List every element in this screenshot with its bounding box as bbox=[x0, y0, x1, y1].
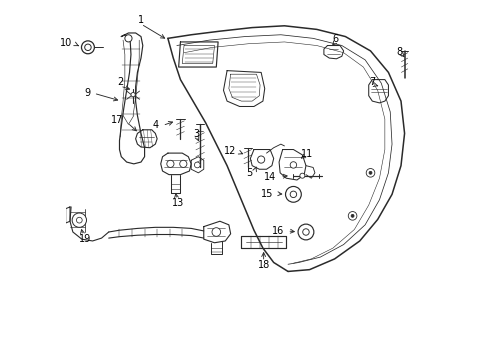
Text: 15: 15 bbox=[261, 189, 273, 199]
Text: 11: 11 bbox=[300, 149, 313, 159]
Circle shape bbox=[195, 162, 200, 168]
Text: 19: 19 bbox=[79, 234, 92, 244]
Text: 6: 6 bbox=[333, 35, 339, 44]
Circle shape bbox=[125, 35, 132, 42]
Circle shape bbox=[180, 160, 187, 167]
Text: 3: 3 bbox=[193, 129, 199, 139]
Circle shape bbox=[369, 171, 372, 174]
Circle shape bbox=[351, 215, 354, 217]
Circle shape bbox=[212, 228, 220, 236]
Circle shape bbox=[300, 173, 305, 178]
Circle shape bbox=[85, 44, 91, 50]
Circle shape bbox=[76, 217, 82, 223]
Text: 18: 18 bbox=[258, 260, 270, 270]
Circle shape bbox=[290, 162, 296, 168]
Text: 7: 7 bbox=[369, 77, 375, 87]
Text: 8: 8 bbox=[397, 46, 403, 57]
Text: 14: 14 bbox=[264, 172, 276, 182]
Circle shape bbox=[167, 160, 174, 167]
Text: 13: 13 bbox=[172, 198, 184, 208]
Text: 2: 2 bbox=[117, 77, 123, 87]
Text: 9: 9 bbox=[84, 88, 90, 98]
Circle shape bbox=[258, 156, 265, 163]
Text: 16: 16 bbox=[271, 226, 284, 236]
Circle shape bbox=[81, 41, 95, 54]
Circle shape bbox=[366, 168, 375, 177]
Circle shape bbox=[298, 224, 314, 240]
Circle shape bbox=[348, 212, 357, 220]
Text: 4: 4 bbox=[153, 121, 159, 130]
Circle shape bbox=[303, 229, 309, 235]
Circle shape bbox=[72, 213, 87, 227]
Circle shape bbox=[131, 93, 135, 97]
Circle shape bbox=[290, 191, 296, 198]
Text: 10: 10 bbox=[60, 38, 72, 48]
Text: 12: 12 bbox=[223, 146, 236, 156]
Text: 17: 17 bbox=[111, 115, 123, 125]
Circle shape bbox=[286, 186, 301, 202]
Text: 1: 1 bbox=[138, 15, 144, 26]
Text: 5: 5 bbox=[246, 168, 252, 178]
